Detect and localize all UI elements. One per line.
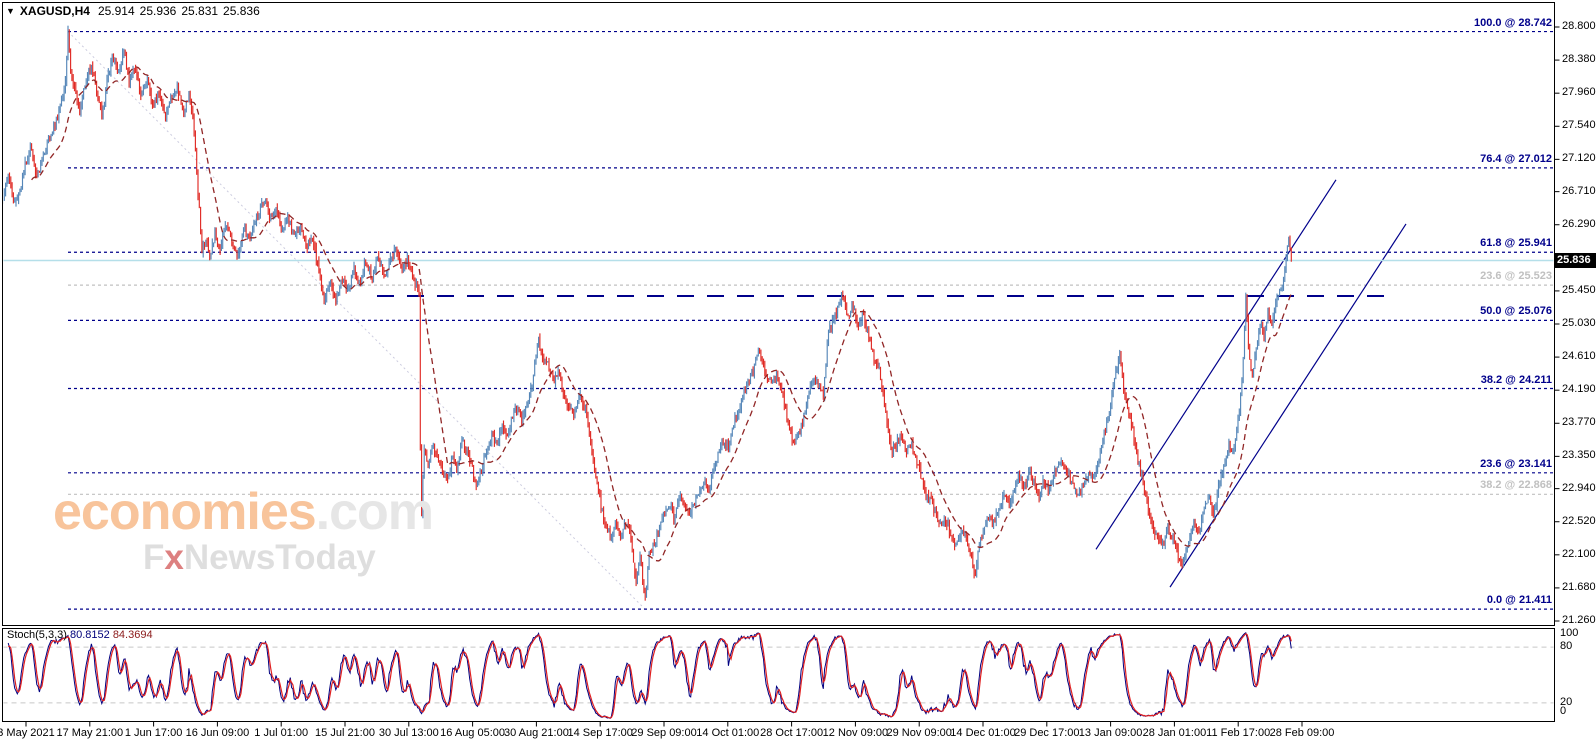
time-axis-label: 1 Jul 01:00 xyxy=(254,727,309,739)
time-axis-label: 29 Dec 17:00 xyxy=(1014,727,1080,739)
time-axis-label: 28 Oct 17:00 xyxy=(760,727,824,739)
price-axis-label: 28.800 xyxy=(1562,20,1596,32)
watermark-brand-line: economies.com xyxy=(53,483,434,541)
time-axis-label: 28 Jan 01:00 xyxy=(1142,727,1207,739)
time-axis-label: 14 Sep 17:00 xyxy=(567,727,633,739)
fib-level-label: 23.6 @ 23.141 xyxy=(1480,457,1552,470)
indicator-label: Stoch(5,3,3) 80.8152 84.3694 xyxy=(7,629,153,641)
watermark-subbrand-line: FxNewsToday xyxy=(143,540,433,575)
stoch-scale-label: 100 xyxy=(1560,627,1579,639)
current-price-tag: 25.836 xyxy=(1555,252,1596,268)
stoch-scale-label: 20 xyxy=(1560,695,1573,708)
watermark-domain: .com xyxy=(315,483,434,541)
price-axis-label: 27.120 xyxy=(1562,152,1596,165)
price-axis-label: 25.030 xyxy=(1562,317,1596,329)
watermark: economies.com FxNewsToday xyxy=(53,483,434,575)
price-axis-label: 24.190 xyxy=(1562,383,1596,396)
time-axis-label: 13 Jan 09:00 xyxy=(1078,727,1143,739)
price-axis-label: 26.710 xyxy=(1562,184,1596,197)
price-axis-label: 23.770 xyxy=(1562,416,1596,429)
price-axis-label: 25.450 xyxy=(1562,283,1596,296)
indicator-name: Stoch(5,3,3) xyxy=(7,629,67,641)
price-axis-label: 22.520 xyxy=(1562,514,1596,527)
fib-level-label: 0.0 @ 21.411 xyxy=(1486,594,1552,607)
price-axis-label: 23.350 xyxy=(1562,449,1596,462)
stoch-scale-label: 0 xyxy=(1560,705,1567,717)
indicator-k-value: 80.8152 xyxy=(69,629,110,641)
time-axis-label: 1 Jun 17:00 xyxy=(124,727,183,739)
time-axis-label: 30 Aug 21:00 xyxy=(503,727,569,739)
time-axis-label: 29 Sep 09:00 xyxy=(631,727,697,739)
fib-level-label: 61.8 @ 25.941 xyxy=(1480,237,1552,250)
time-axis-label: 14 Oct 01:00 xyxy=(696,727,760,739)
indicator-d-value: 84.3694 xyxy=(112,629,153,641)
time-axis-label: 16 Aug 05:00 xyxy=(440,727,506,739)
time-axis-label: 15 Jul 21:00 xyxy=(315,727,375,739)
fib-level-label: 76.4 @ 27.012 xyxy=(1480,152,1552,165)
price-axis-label: 21.680 xyxy=(1562,580,1596,593)
price-axis-label: 22.100 xyxy=(1562,547,1596,560)
price-axis-label: 24.610 xyxy=(1562,350,1596,363)
watermark-brand: economies xyxy=(53,483,317,541)
time-axis-label: 3 May 2021 xyxy=(0,727,55,739)
fib-level-label: 38.2 @ 22.868 xyxy=(1480,479,1552,492)
fib-level-label: 38.2 @ 24.211 xyxy=(1480,373,1552,386)
time-axis-label: 17 May 21:00 xyxy=(56,727,124,739)
time-axis-label: 14 Dec 01:00 xyxy=(950,727,1016,739)
chart-title-bar: ▼ XAGUSD,H4 25.914 25.936 25.831 25.836 xyxy=(6,4,265,18)
time-axis-label: 16 Jun 09:00 xyxy=(185,727,250,739)
price-axis-label: 28.380 xyxy=(1562,53,1596,66)
ohlc-close: 25.836 xyxy=(223,4,260,18)
price-axis-label: 21.260 xyxy=(1562,614,1596,626)
price-axis-label: 27.540 xyxy=(1562,119,1596,132)
time-axis-label: 28 Feb 09:00 xyxy=(1269,727,1335,739)
ohlc-low: 25.831 xyxy=(181,4,219,18)
time-axis-label: 12 Nov 09:00 xyxy=(822,727,889,739)
time-axis-label: 11 Feb 17:00 xyxy=(1206,727,1271,739)
watermark-sub-f: F xyxy=(143,538,165,577)
fib-level-label: 23.6 @ 25.523 xyxy=(1480,270,1552,283)
fib-level-label: 50.0 @ 25.076 xyxy=(1480,305,1552,318)
fib-level-label: 100.0 @ 28.742 xyxy=(1473,16,1552,29)
ohlc-open: 25.914 xyxy=(97,4,135,18)
time-axis-label: 30 Jul 13:00 xyxy=(378,727,439,739)
ohlc-high: 25.936 xyxy=(139,4,177,18)
price-axis-label: 26.290 xyxy=(1562,217,1596,230)
symbol-dropdown-icon[interactable]: ▼ xyxy=(6,6,15,16)
time-axis-label: 29 Nov 09:00 xyxy=(886,727,952,739)
symbol-timeframe-label: XAGUSD,H4 xyxy=(19,4,90,18)
stoch-scale-label: 80 xyxy=(1560,640,1573,653)
watermark-sub-x: x xyxy=(164,538,184,577)
watermark-sub-rest: NewsToday xyxy=(183,538,376,577)
price-axis-label: 22.940 xyxy=(1562,481,1596,494)
price-axis-label: 27.960 xyxy=(1562,86,1596,99)
